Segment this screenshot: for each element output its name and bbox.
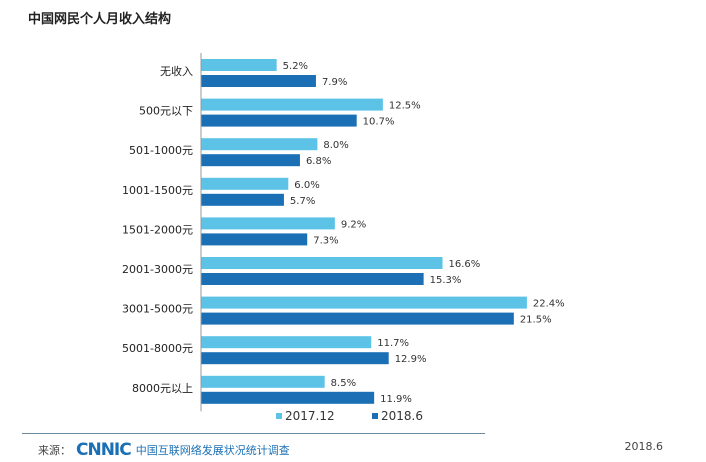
survey-name: 中国互联网络发展状况统计调查 [135,444,290,457]
cnnic-logo: CNNIC [76,440,132,460]
value-label: 12.9% [395,354,427,365]
bar-2018.6 [201,312,514,325]
bar-2017.12 [201,138,318,151]
bar-2017.12 [201,59,277,71]
value-label: 5.2% [283,61,308,72]
value-label: 9.2% [341,219,366,230]
category-label: 8000元以上 [132,382,193,395]
bar-2018.6 [201,114,357,127]
category-label: 3001-5000元 [122,303,193,316]
category-label: 500元以下 [139,105,193,118]
bar-2018.6 [201,352,389,365]
value-label: 8.0% [323,140,348,151]
value-label: 22.4% [533,299,565,310]
category-label: 1501-2000元 [122,223,193,236]
bar-2017.12 [201,375,325,388]
bar-2018.6 [201,391,375,404]
footer-date: 2018.6 [624,440,664,453]
bar-2018.6 [201,193,284,206]
footer-divider [22,433,485,434]
value-label: 12.5% [389,101,421,112]
value-label: 15.3% [430,275,462,286]
bar-2017.12 [201,296,527,309]
source-label: 来源： [38,444,71,457]
value-label: 5.7% [290,196,315,207]
value-label: 6.8% [306,156,331,167]
bar-2018.6 [201,154,300,167]
bar-2017.12 [201,336,372,349]
bar-2017.12 [201,177,289,190]
value-label: 11.9% [380,394,412,405]
value-label: 7.9% [322,77,347,88]
bar-2018.6 [201,273,424,285]
legend-swatch [372,413,378,419]
category-label: 2001-3000元 [122,263,193,276]
legend-label: 2017.12 [285,409,335,423]
value-label: 10.7% [363,117,395,128]
value-label: 7.3% [313,235,338,246]
bar-2018.6 [201,75,316,87]
value-label: 21.5% [520,315,552,326]
value-label: 16.6% [449,259,481,270]
legend-swatch [276,413,282,419]
bar-2018.6 [201,233,308,246]
footer-source: 来源： CNNIC 中国互联网络发展状况统计调查 [38,440,290,460]
category-label: 501-1000元 [129,144,193,157]
category-label: 5001-8000元 [122,342,193,355]
bar-2017.12 [201,257,443,269]
value-label: 6.0% [294,180,319,191]
bar-2017.12 [201,217,335,230]
bar-2017.12 [201,98,383,111]
category-label: 无收入 [160,64,193,78]
legend-label: 2018.6 [381,409,423,423]
value-label: 8.5% [331,378,356,389]
legend-item-2018: 2018.6 [372,409,423,423]
chart-title: 中国网民个人月收入结构 [28,12,172,27]
category-label: 1001-1500元 [122,184,193,197]
legend-item-2017: 2017.12 [276,409,335,423]
value-label: 11.7% [377,338,409,349]
